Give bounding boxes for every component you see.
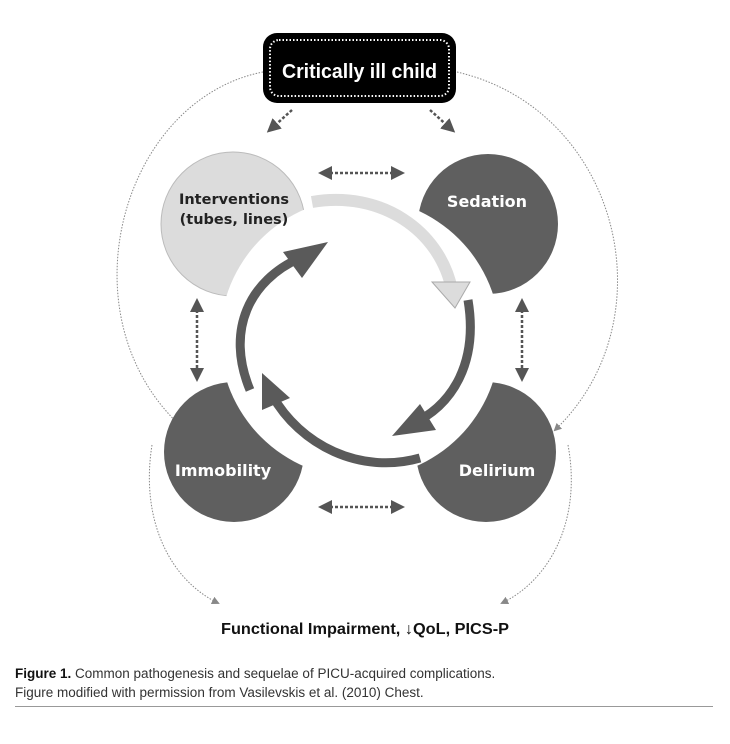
- outcome-label: Functional Impairment, ↓QoL, PICS-P: [221, 621, 509, 638]
- arrow-child-sedation: [429, 109, 456, 133]
- outer-curve-right: [456, 71, 619, 432]
- figure-caption-line1: Figure 1. Common pathogenesis and sequel…: [15, 666, 495, 681]
- sedation-label: Sedation: [447, 192, 527, 211]
- outer-curve-left: [116, 71, 264, 432]
- immobility-label: Immobility: [175, 461, 272, 480]
- figure-caption-label: Figure 1.: [15, 666, 72, 681]
- figure-caption-line2: Figure modified with permission from Vas…: [15, 685, 424, 700]
- cycle-arrowhead-3: [262, 373, 290, 410]
- critically-ill-child-label: Critically ill child: [282, 61, 437, 83]
- arrow-child-interventions: [266, 109, 293, 133]
- outcome-curve-right: [500, 444, 572, 605]
- cycle-arrowhead-1: [283, 242, 328, 278]
- cycle-arrow-immobility-to-interventions: [235, 253, 302, 392]
- caption-divider: [15, 706, 713, 707]
- interventions-label: Interventions: [179, 192, 289, 208]
- outcome-curve-left: [148, 444, 220, 605]
- cycle-arrow-delirium-to-immobility: [268, 392, 422, 468]
- center-cutout: [220, 198, 500, 478]
- figure-caption-text: Common pathogenesis and sequelae of PICU…: [75, 666, 496, 681]
- interventions-arrow: [310, 193, 458, 292]
- delirium-label: Delirium: [459, 461, 536, 480]
- critically-ill-child-box: Critically ill child: [263, 33, 456, 103]
- interventions-arrowhead: [430, 281, 471, 309]
- interventions-sublabel: (tubes, lines): [180, 212, 289, 228]
- cycle-arrowhead-2: [392, 404, 436, 436]
